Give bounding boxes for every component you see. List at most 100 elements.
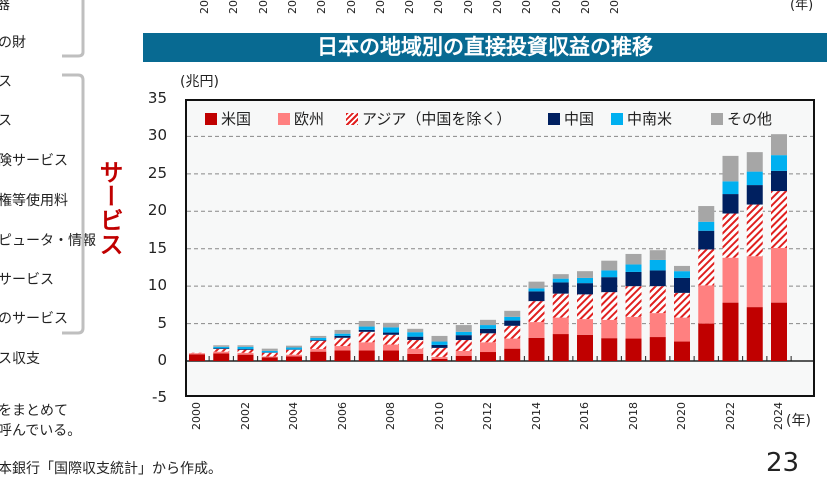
bar-segment-2005 [310, 349, 327, 352]
bar-segment-2013 [504, 320, 521, 326]
y-tick-label: 35 [147, 88, 167, 107]
bar-segment-2010 [431, 341, 448, 345]
bar-segment-2019 [649, 313, 666, 338]
x-tick-label: 2000 [190, 402, 203, 430]
bar-segment-2022 [722, 302, 739, 361]
bar-segment-2015 [552, 293, 569, 318]
bar-segment-2003 [261, 348, 278, 351]
bar-segment-2006 [334, 346, 351, 351]
bar-segment-2024 [771, 134, 787, 156]
bar-segment-2017 [601, 319, 618, 339]
bar-segment-2020 [674, 292, 690, 318]
bar-segment-2011 [455, 325, 472, 332]
legend-swatch [278, 112, 290, 125]
bar-segment-2013 [504, 316, 521, 321]
bar-segment-2013 [504, 325, 521, 339]
y-tick-label: 5 [157, 313, 167, 332]
bar-segment-2014 [528, 322, 545, 338]
bar-segment-2020 [674, 341, 690, 361]
bar-segment-2012 [480, 333, 496, 343]
bar-segment-2016 [577, 294, 593, 320]
bar-segment-2013 [504, 348, 521, 361]
bar-segment-2022 [722, 155, 739, 182]
x-tick-label: 2024 [772, 402, 785, 430]
bar-segment-2022 [722, 213, 739, 258]
bar-segment-2017 [601, 292, 618, 320]
bar-segment-2020 [674, 265, 690, 272]
bar-segment-2002 [237, 345, 254, 347]
goods-bracket [62, 0, 85, 58]
x-tick-label: 2010 [432, 402, 446, 430]
bar-segment-2023 [746, 307, 763, 361]
bar-segment-2005 [310, 340, 327, 341]
bar-segment-2001 [213, 351, 230, 354]
bar-segment-2002 [237, 346, 254, 350]
bar-segment-2013 [504, 310, 521, 317]
y-tick-label: 20 [147, 201, 167, 220]
bar-segment-2019 [649, 250, 666, 260]
bar-segment-2005 [310, 340, 327, 350]
bar-segment-2014 [528, 337, 545, 361]
services-bracket [62, 73, 85, 335]
bar-segment-2023 [746, 171, 763, 186]
bracket-lines [62, 0, 85, 335]
source-note: 本銀行「国際収支統計」から作成。 [0, 461, 222, 477]
bar-segment-2017 [601, 260, 618, 271]
bar-segment-2019 [649, 337, 666, 361]
bar-segment-2016 [577, 319, 593, 335]
bar-segment-2010 [431, 344, 448, 348]
bar-segment-2001 [213, 353, 230, 361]
bar-segment-2015 [552, 334, 569, 361]
y-tick-label: 10 [147, 276, 167, 295]
bar-segment-2002 [237, 349, 254, 353]
bar-segment-2012 [480, 352, 496, 361]
bar-segment-2006 [334, 329, 351, 334]
left-item: の財 [0, 35, 26, 51]
bar-segment-2024 [771, 170, 787, 192]
legend-item: アジア（中国を除く） [346, 108, 511, 129]
bar-segment-2024 [771, 191, 787, 248]
y-axis-unit: (兆円) [180, 74, 219, 90]
bar-segment-2023 [746, 204, 763, 257]
x-tick-label: 2016 [578, 402, 591, 430]
x-tick-label: 2020 [675, 402, 688, 430]
bar-segment-2015 [552, 278, 569, 283]
bar-segment-2008 [383, 332, 399, 335]
services-vertical-label: サービス [95, 160, 123, 256]
left-item: ピュータ・情報 [0, 233, 96, 249]
x-tick-label: 2002 [238, 402, 252, 430]
legend-swatch [548, 112, 560, 125]
bar-segment-2018 [625, 271, 642, 287]
bar-segment-2018 [625, 338, 642, 361]
left-item: ス [0, 113, 12, 129]
bar-segment-2021 [698, 249, 715, 286]
bar-segment-2015 [552, 274, 569, 279]
legend-label: アジア（中国を除く） [362, 110, 512, 128]
bar-segment-2012 [480, 325, 496, 329]
bar-segment-2000 [189, 353, 205, 355]
bar-segment-2020 [674, 271, 690, 278]
bar-segment-2004 [286, 345, 302, 348]
bar-segment-2010 [431, 335, 448, 342]
bar-segment-2011 [455, 355, 472, 361]
x-axis-unit: (年) [786, 413, 811, 429]
bar-segment-2022 [722, 257, 739, 303]
bar-segment-2012 [480, 319, 496, 326]
bar-segment-2023 [746, 256, 763, 308]
bar-segment-2009 [407, 353, 424, 361]
page-number: 23 [766, 448, 800, 478]
y-tick-label: 15 [147, 238, 167, 257]
bar-segment-2001 [213, 346, 230, 349]
bar-segment-2009 [407, 336, 424, 341]
note-line: をまとめて [0, 403, 68, 419]
bar-segment-2001 [213, 348, 230, 350]
legend-swatch [346, 112, 358, 125]
bar-segment-2007 [358, 342, 375, 351]
legend-swatch [711, 112, 723, 125]
bar-segment-2017 [601, 270, 618, 278]
bar-segment-2024 [771, 247, 787, 303]
bar-segment-2019 [649, 270, 666, 287]
left-item: 権等使用料 [0, 193, 68, 209]
bar-segment-2012 [480, 328, 496, 334]
